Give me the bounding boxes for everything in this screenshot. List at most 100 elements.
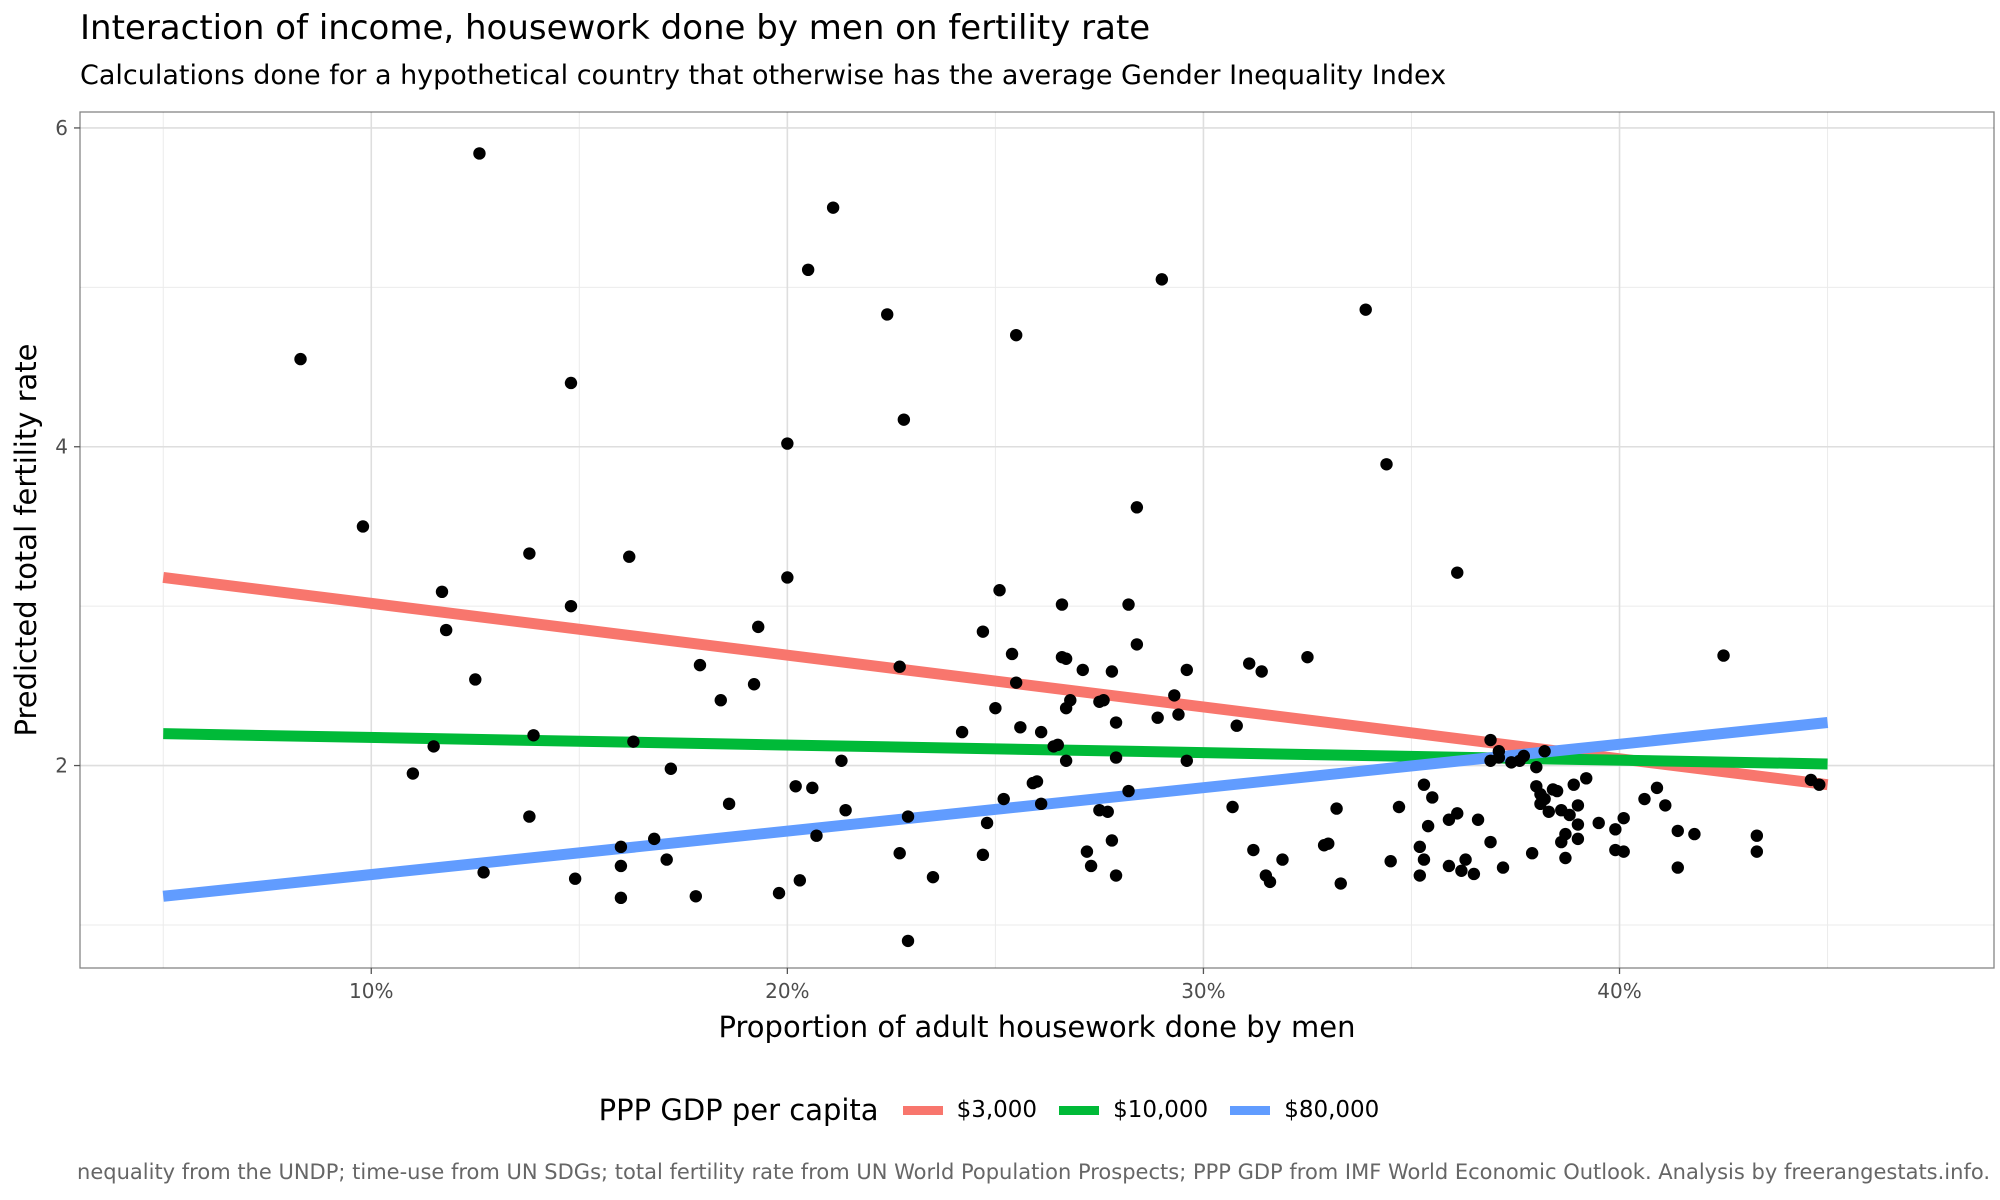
data-point bbox=[997, 792, 1010, 806]
data-point bbox=[660, 853, 673, 866]
data-point bbox=[1467, 867, 1481, 881]
data-point bbox=[614, 891, 628, 905]
data-point bbox=[1426, 791, 1439, 804]
points-layer bbox=[294, 147, 1826, 948]
data-point bbox=[469, 673, 482, 686]
data-point bbox=[1230, 719, 1243, 732]
data-point bbox=[1014, 721, 1027, 734]
legend-item-10000: $10,000 bbox=[1059, 1097, 1208, 1123]
data-point bbox=[1005, 647, 1019, 661]
data-point bbox=[1813, 778, 1826, 791]
data-point bbox=[1442, 859, 1456, 873]
legend-label-3000: $3,000 bbox=[956, 1097, 1038, 1123]
data-point bbox=[722, 797, 736, 811]
data-point bbox=[901, 934, 915, 948]
data-point bbox=[1617, 845, 1630, 858]
data-point bbox=[893, 660, 906, 673]
data-point bbox=[826, 201, 840, 214]
data-point bbox=[1122, 784, 1135, 798]
data-point bbox=[527, 729, 540, 742]
data-point bbox=[614, 859, 628, 873]
data-point bbox=[714, 694, 727, 707]
data-point bbox=[955, 725, 969, 739]
data-point bbox=[564, 599, 578, 613]
data-point bbox=[568, 872, 582, 885]
data-point bbox=[1484, 835, 1497, 849]
data-point bbox=[1247, 843, 1260, 857]
data-point bbox=[1559, 827, 1572, 841]
data-point bbox=[406, 767, 420, 780]
data-point bbox=[1571, 818, 1585, 831]
data-point bbox=[1451, 807, 1464, 820]
data-point bbox=[1717, 649, 1730, 662]
legend-swatch-10000 bbox=[1059, 1105, 1100, 1115]
data-point bbox=[976, 848, 990, 862]
data-point bbox=[1571, 799, 1585, 812]
data-point bbox=[789, 780, 802, 793]
data-point bbox=[1101, 805, 1114, 818]
data-point bbox=[1609, 823, 1622, 836]
x-tick-label: 30% bbox=[1181, 979, 1225, 1003]
minor-gridlines bbox=[80, 112, 1994, 968]
data-point bbox=[1638, 792, 1651, 806]
data-point bbox=[893, 847, 906, 860]
data-point bbox=[1659, 799, 1672, 812]
data-point bbox=[976, 625, 990, 638]
data-point bbox=[1496, 861, 1510, 874]
data-point bbox=[881, 308, 894, 321]
data-point bbox=[801, 263, 815, 277]
data-point bbox=[747, 678, 761, 691]
plot-border bbox=[79, 111, 1995, 969]
data-point bbox=[1334, 877, 1347, 890]
data-point bbox=[648, 832, 661, 846]
data-point bbox=[627, 735, 640, 748]
data-point bbox=[1130, 501, 1144, 514]
y-axis-ticks: 2 4 6 bbox=[55, 116, 80, 778]
legend-swatch-80000 bbox=[1230, 1105, 1271, 1115]
data-point bbox=[473, 147, 486, 160]
data-point bbox=[523, 810, 536, 823]
data-point bbox=[1180, 754, 1193, 767]
chart-subtitle: Calculations done for a hypothetical cou… bbox=[80, 60, 1447, 91]
x-axis-ticks: 10% 20% 30% 40% bbox=[349, 968, 1642, 1003]
legend-title: PPP GDP per capita bbox=[598, 1093, 879, 1127]
data-point bbox=[1276, 853, 1289, 866]
data-point bbox=[1563, 808, 1576, 822]
data-point bbox=[439, 623, 453, 637]
data-point bbox=[1550, 784, 1564, 798]
data-point bbox=[1180, 663, 1193, 677]
data-point bbox=[772, 886, 786, 900]
data-point bbox=[693, 658, 707, 672]
data-point bbox=[1301, 650, 1314, 664]
data-point bbox=[1109, 751, 1123, 764]
data-point bbox=[689, 890, 703, 903]
data-point bbox=[1421, 819, 1435, 833]
data-point bbox=[1413, 840, 1427, 854]
data-point bbox=[793, 874, 807, 887]
data-point bbox=[993, 584, 1006, 597]
data-point bbox=[897, 413, 911, 426]
data-point bbox=[989, 701, 1002, 715]
data-point bbox=[1650, 781, 1664, 795]
data-point bbox=[1567, 778, 1580, 791]
data-point bbox=[1109, 716, 1123, 729]
data-point bbox=[1034, 797, 1048, 811]
data-point bbox=[1517, 749, 1531, 763]
data-point bbox=[1417, 778, 1431, 791]
data-point bbox=[1538, 792, 1551, 806]
legend-item-80000: $80,000 bbox=[1230, 1097, 1379, 1123]
data-point bbox=[1059, 652, 1073, 665]
data-point bbox=[1122, 598, 1135, 611]
legend-swatch-3000 bbox=[902, 1105, 943, 1115]
data-point bbox=[1130, 638, 1144, 651]
data-point bbox=[1055, 598, 1069, 611]
data-point bbox=[1750, 829, 1764, 842]
data-point bbox=[1009, 676, 1023, 689]
data-point bbox=[1059, 754, 1073, 767]
legend: PPP GDP per capita $3,000 $10,000 $80,00… bbox=[0, 1093, 2000, 1127]
data-point bbox=[1688, 827, 1701, 841]
data-point bbox=[1076, 663, 1089, 677]
y-tick-label: 6 bbox=[55, 116, 68, 140]
data-point bbox=[427, 740, 440, 753]
